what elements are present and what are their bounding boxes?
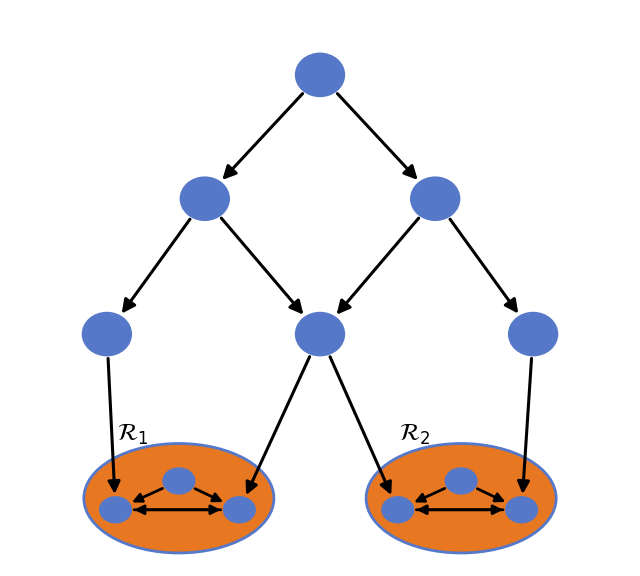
Ellipse shape <box>366 444 556 553</box>
Ellipse shape <box>506 497 538 523</box>
Text: $\mathcal{R}_2$: $\mathcal{R}_2$ <box>399 422 431 448</box>
Ellipse shape <box>509 312 557 356</box>
Ellipse shape <box>180 177 229 221</box>
Text: $\mathcal{R}_1$: $\mathcal{R}_1$ <box>117 422 148 448</box>
Ellipse shape <box>445 468 477 494</box>
Ellipse shape <box>223 497 255 523</box>
Ellipse shape <box>296 312 344 356</box>
Ellipse shape <box>382 497 413 523</box>
Ellipse shape <box>163 468 195 494</box>
Ellipse shape <box>100 497 131 523</box>
Ellipse shape <box>296 54 344 97</box>
Ellipse shape <box>84 444 274 553</box>
Ellipse shape <box>83 312 131 356</box>
Ellipse shape <box>411 177 460 221</box>
